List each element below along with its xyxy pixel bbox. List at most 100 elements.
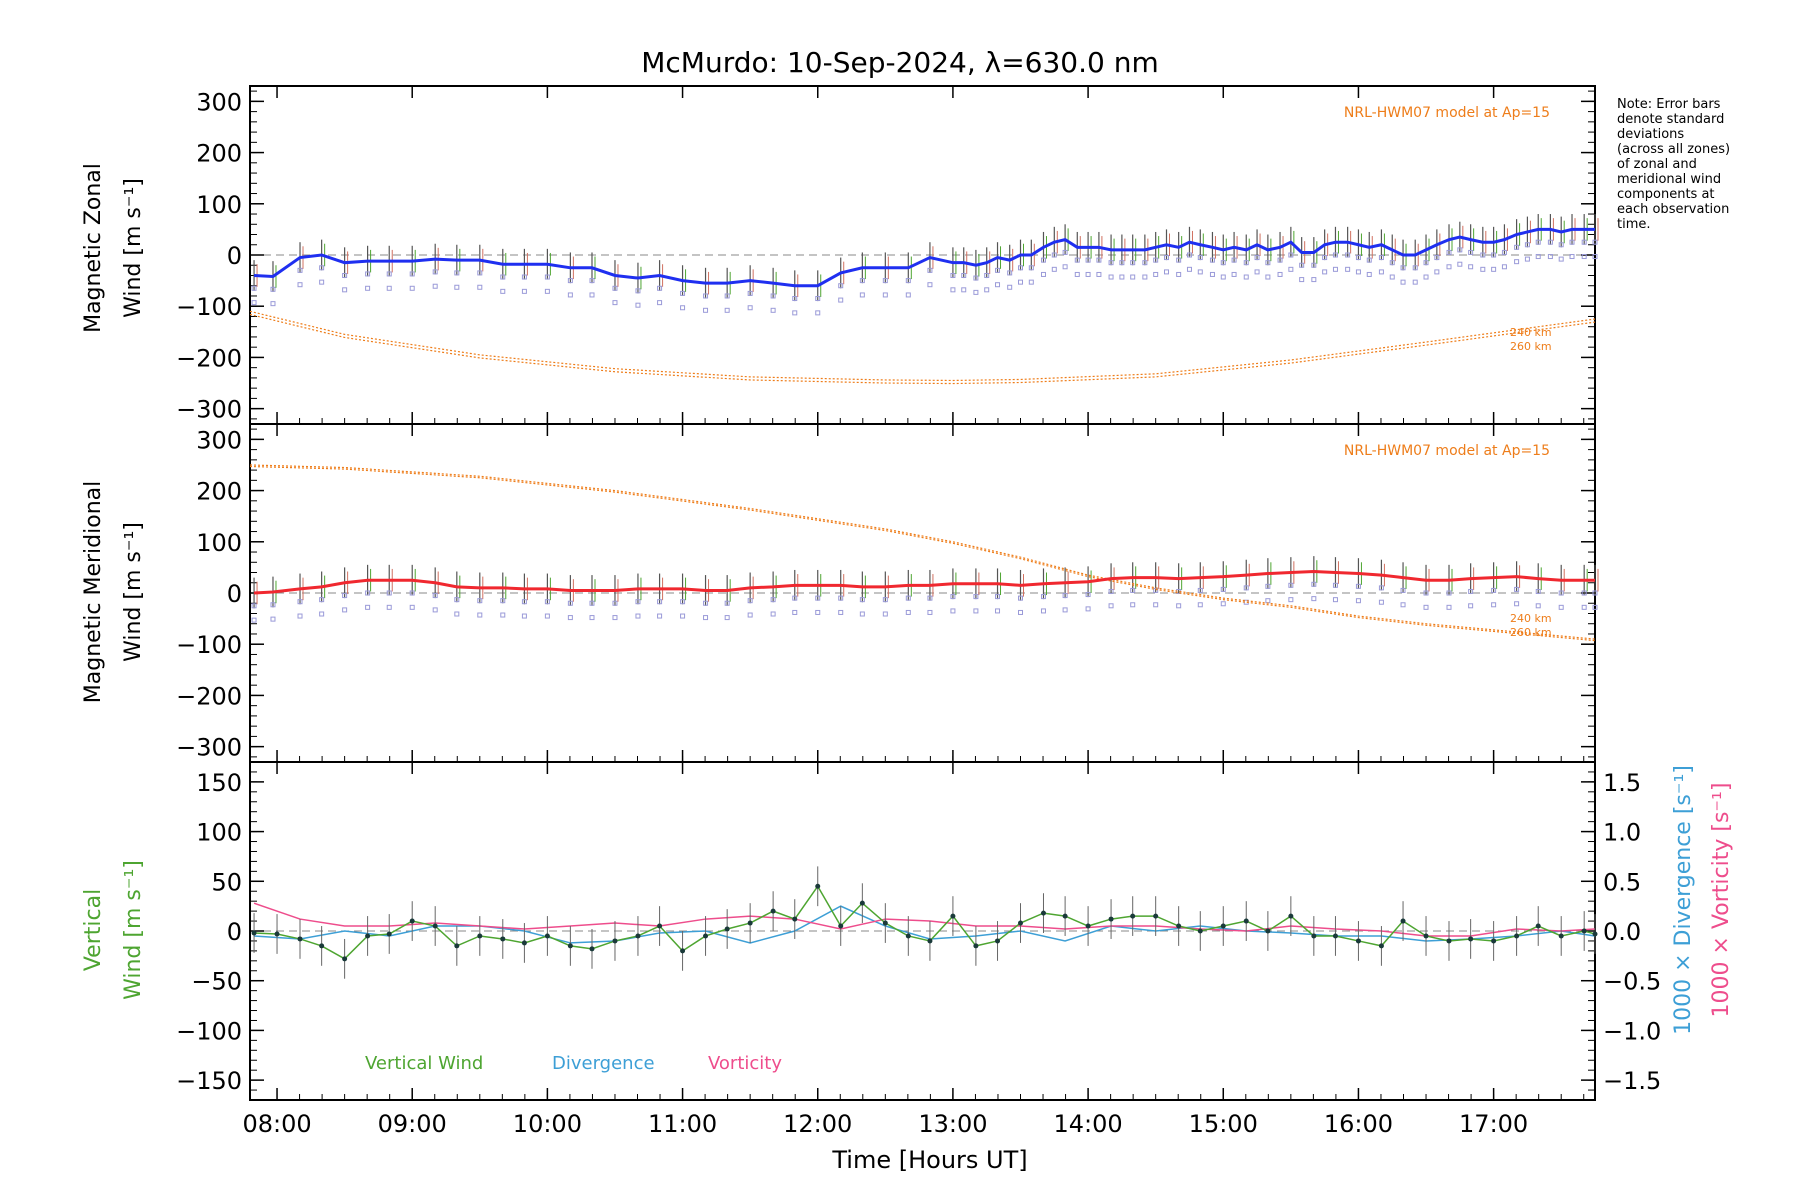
zone-marker (657, 613, 663, 619)
zone-marker (1332, 582, 1338, 588)
zone-marker (1186, 266, 1192, 272)
zone-marker (1535, 254, 1541, 260)
meridional-alt-label-260: 260 km (1510, 626, 1552, 639)
zone-marker (1400, 587, 1406, 593)
zone-marker (1400, 279, 1406, 285)
zone-marker (1277, 271, 1283, 277)
zone-marker (1108, 274, 1114, 280)
zone-marker (950, 608, 956, 614)
zone-marker (770, 307, 776, 313)
zone-marker (1322, 255, 1328, 261)
zone-marker (792, 296, 798, 302)
zone-marker (1288, 266, 1294, 272)
vertical-wind-point (1332, 933, 1338, 939)
y-tick-label: 0 (227, 242, 242, 270)
zone-marker (251, 285, 257, 291)
vertical-wind-point (1153, 913, 1159, 919)
vertical-wind-point (589, 946, 595, 952)
y-tick-label: 100 (196, 191, 242, 219)
vertical-wind-point (973, 943, 979, 949)
zone-marker (365, 271, 371, 277)
zone-marker (432, 269, 438, 275)
zone-marker (1501, 249, 1507, 255)
vertical-wind-point (1018, 920, 1024, 926)
zone-marker (1491, 266, 1497, 272)
zone-marker (500, 612, 506, 618)
vertical-wind-point (657, 923, 663, 929)
vertical-wind-point (1040, 910, 1046, 916)
zone-marker (500, 598, 506, 604)
zone-marker (1524, 242, 1530, 248)
vertical-wind-point (386, 931, 392, 937)
zone-marker (635, 613, 641, 619)
zone-marker (1400, 265, 1406, 271)
zone-marker (342, 287, 348, 293)
zone-marker (1096, 271, 1102, 277)
zone-marker (1265, 598, 1271, 604)
zone-marker (1299, 262, 1305, 268)
zone-marker (1108, 603, 1114, 609)
zone-marker (1332, 252, 1338, 258)
zone-marker (1277, 257, 1283, 263)
zone-marker (297, 599, 303, 605)
zone-marker (589, 292, 595, 298)
zone-marker (270, 286, 276, 292)
zone-marker (1366, 271, 1372, 277)
vertical-wind-line (254, 884, 1596, 960)
zone-marker (1085, 592, 1091, 598)
zone-marker (409, 590, 415, 596)
zone-marker (1535, 588, 1541, 594)
zone-marker (1130, 274, 1136, 280)
zone-marker (477, 284, 483, 290)
zone-marker (1412, 279, 1418, 285)
zone-marker (1468, 249, 1474, 255)
vertical-wind-point (1130, 913, 1136, 919)
zone-marker (365, 590, 371, 596)
zone-marker (1423, 604, 1429, 610)
zone-marker (1558, 604, 1564, 610)
zone-marker (1311, 277, 1317, 283)
model-curve-260km (249, 465, 1596, 642)
legend-divergence: Divergence (552, 1053, 655, 1074)
zone-marker (1018, 609, 1024, 615)
zone-marker (319, 279, 325, 285)
y2-tick-label: 1.5 (1603, 769, 1641, 797)
zone-marker (432, 607, 438, 613)
zone-marker (1051, 252, 1057, 258)
zone-marker (1197, 269, 1203, 275)
vertical-wind-point (1243, 918, 1249, 924)
zone-marker (365, 285, 371, 291)
zone-marker (386, 285, 392, 291)
vertical-wind-point (1197, 928, 1203, 934)
note-line: Note: Error bars (1617, 97, 1721, 112)
divergence-ylabel: 1000 × Divergence [s⁻¹] (1671, 765, 1696, 1035)
x-tick-label: 15:00 (1189, 1110, 1258, 1138)
vertical-wind-point (1378, 943, 1384, 949)
zone-marker (1130, 602, 1136, 608)
zone-marker (319, 611, 325, 617)
zone-marker (1345, 252, 1351, 258)
zone-marker (589, 615, 595, 621)
zone-marker (386, 271, 392, 277)
y-tick-label: 300 (196, 426, 242, 454)
zone-marker (859, 611, 865, 617)
zone-marker (477, 270, 483, 276)
zone-marker (1355, 255, 1361, 261)
zone-marker (1265, 274, 1271, 280)
zone-marker (1423, 274, 1429, 280)
vertical-wind-point (1491, 938, 1497, 944)
zone-marker (1378, 255, 1384, 261)
note-line: components at (1617, 187, 1715, 202)
y-tick-label: −150 (176, 1067, 242, 1095)
zone-marker (882, 611, 888, 617)
vertical-wind-point (724, 926, 730, 932)
zone-marker (1176, 257, 1182, 263)
zone-marker (1220, 601, 1226, 607)
zone-marker (270, 301, 276, 307)
vertical-wind-point (995, 938, 1001, 944)
zone-marker (680, 305, 686, 311)
y-tick-label: −200 (176, 344, 242, 372)
vertical-wind-point (1265, 928, 1271, 934)
zone-marker (792, 595, 798, 601)
